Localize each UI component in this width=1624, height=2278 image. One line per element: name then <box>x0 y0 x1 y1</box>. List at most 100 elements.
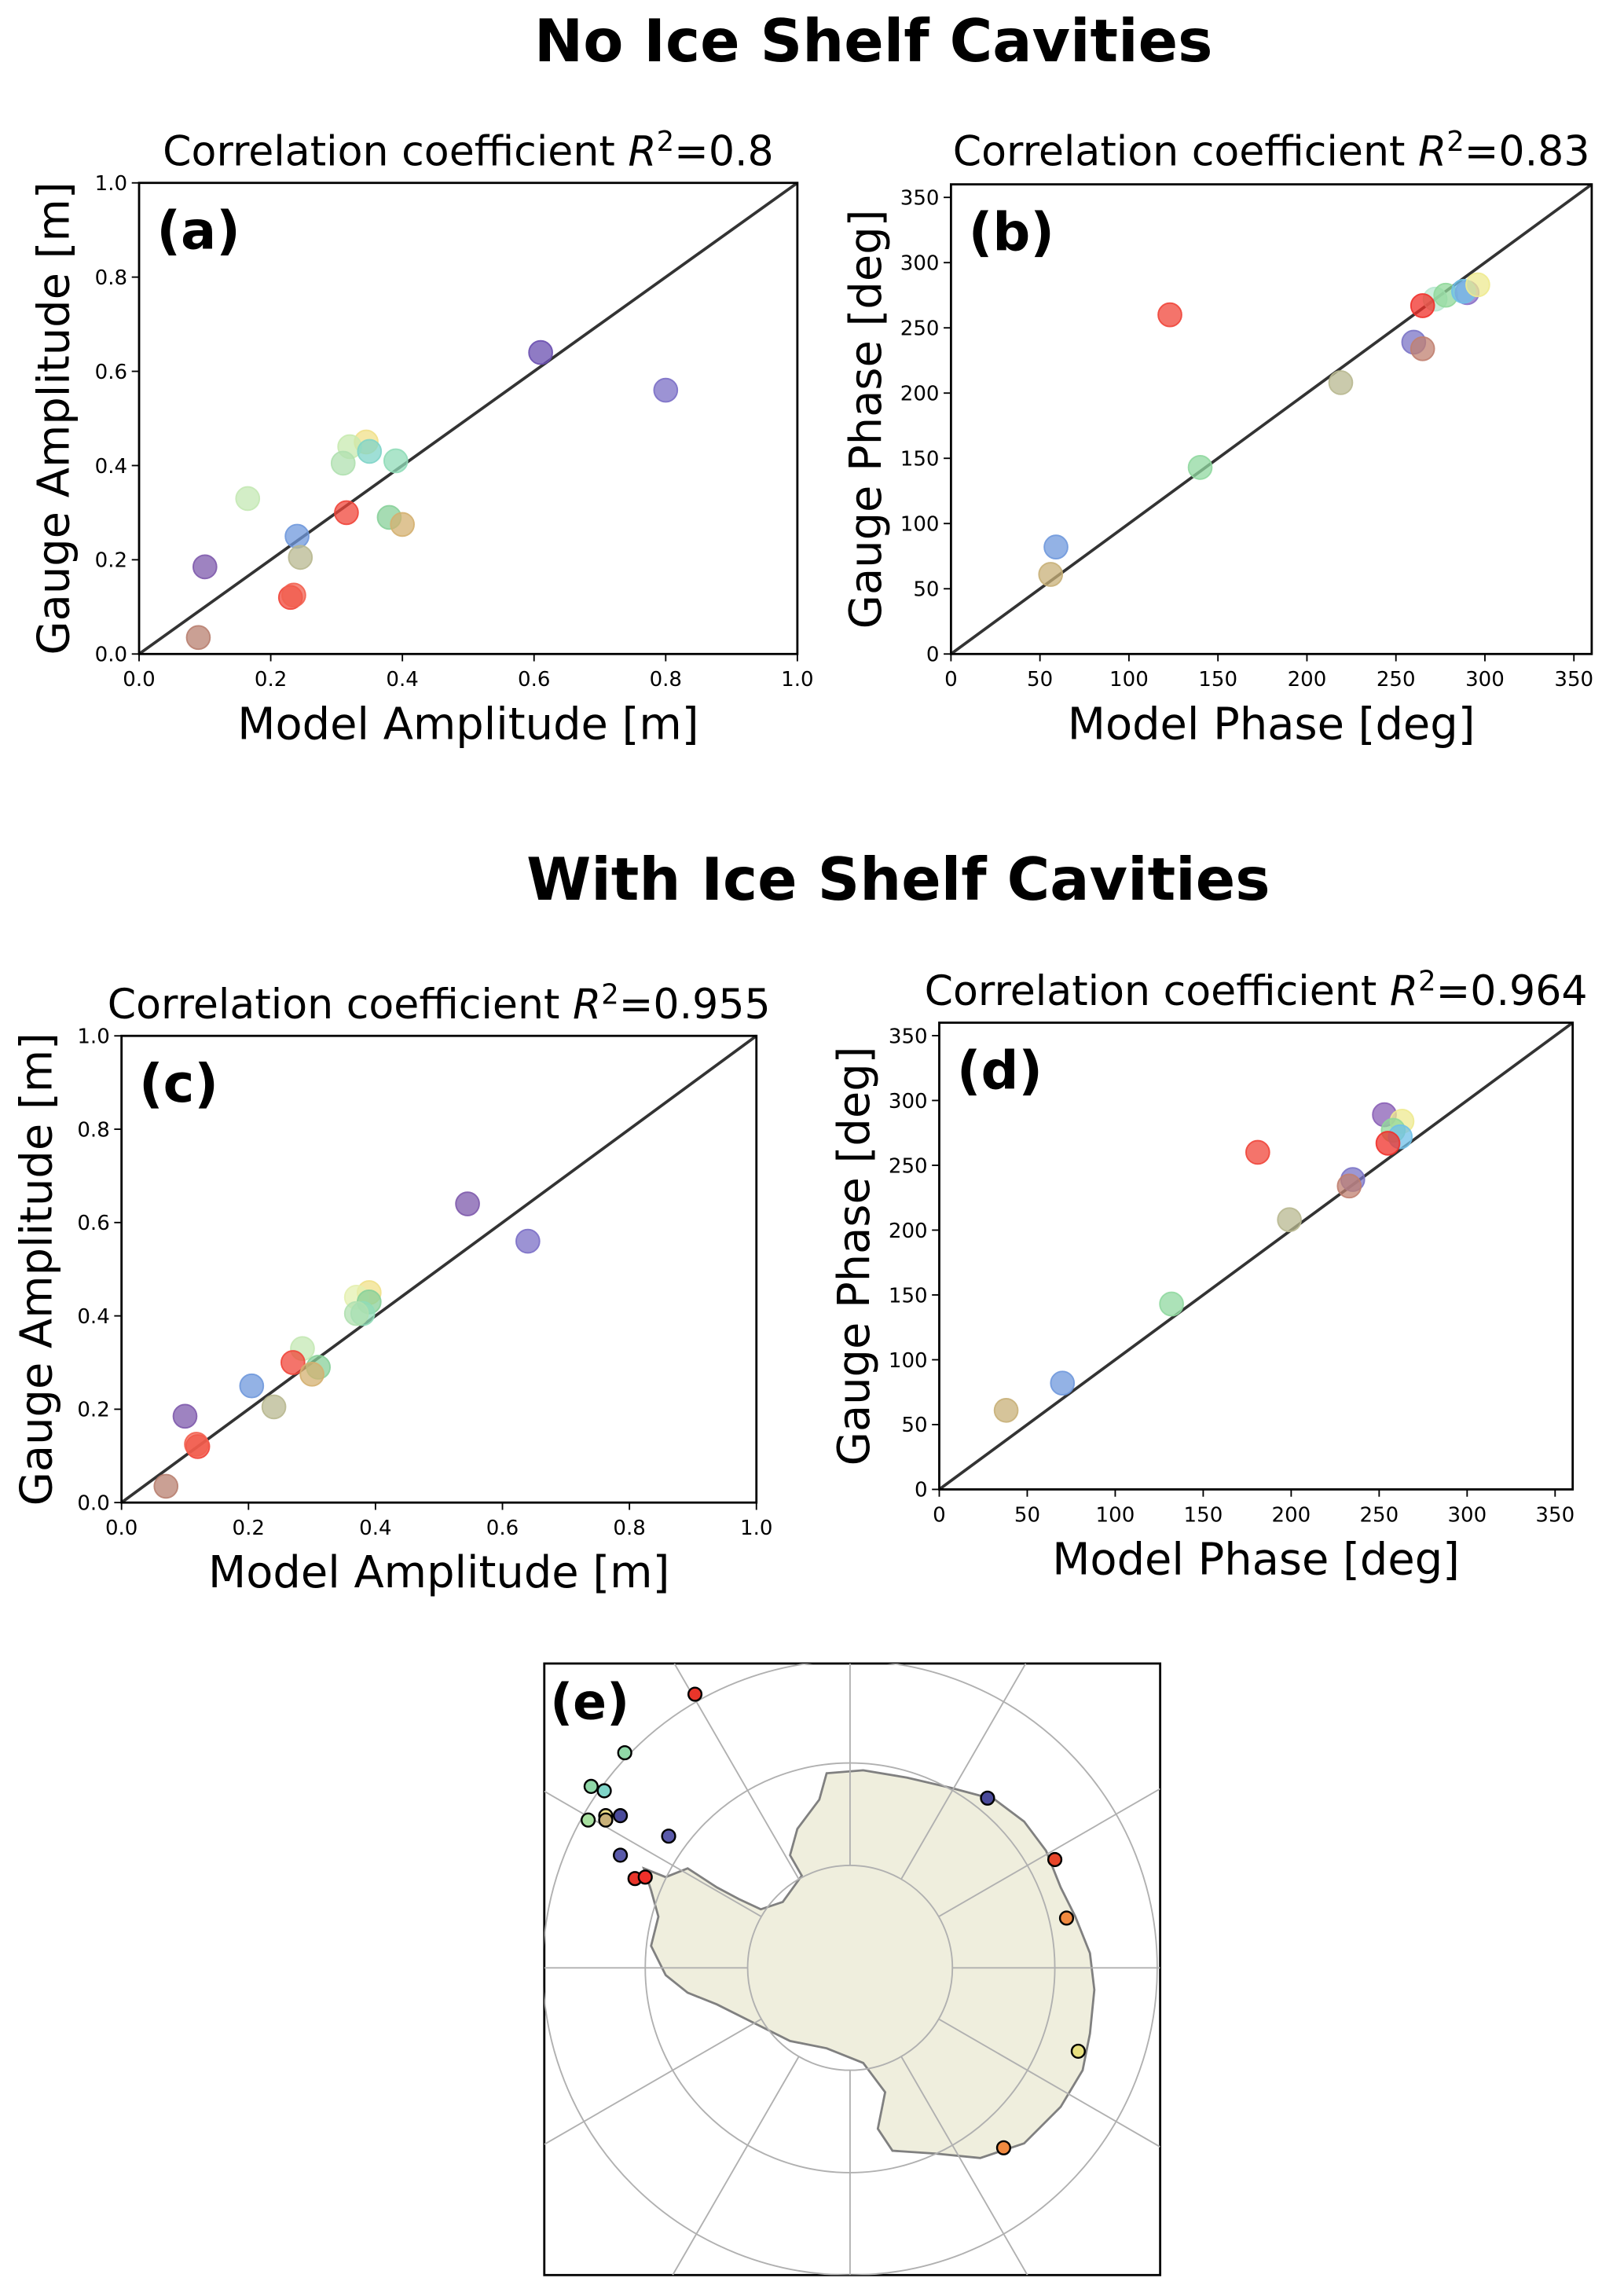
y-tick-label: 1.0 <box>77 1025 109 1049</box>
one-to-one-line <box>120 1034 757 1504</box>
scatter-panel-a: Correlation coefficient R2=0.8 0.0 0.2 0.4 0… <box>29 126 814 750</box>
y-tick-label: 1.0 <box>95 172 127 196</box>
panel-title: Correlation coefficient R2=0.8 <box>163 126 774 176</box>
tide-gauge-marker <box>583 1778 599 1794</box>
y-tick-label: 0.0 <box>95 644 127 667</box>
y-tick-label: 150 <box>900 448 940 471</box>
y-tick-label: 350 <box>900 187 940 211</box>
tide-gauge-marker <box>613 1808 629 1824</box>
data-point <box>1050 1370 1076 1396</box>
y-axis-label: Gauge Phase [deg] <box>841 210 892 629</box>
data-point <box>515 1228 541 1254</box>
data-point <box>1277 1207 1302 1233</box>
y-tick-label: 100 <box>900 513 940 537</box>
y-tick-label: 250 <box>889 1154 928 1178</box>
data-point <box>192 554 218 580</box>
data-point <box>239 1373 265 1399</box>
x-tick-label: 1.0 <box>740 1517 772 1540</box>
axes-frame <box>137 182 799 655</box>
panel-label: (a) <box>156 200 240 262</box>
x-tick-label: 0.6 <box>486 1517 519 1540</box>
data-point <box>1375 1131 1401 1156</box>
x-tick-label: 0 <box>933 1503 946 1527</box>
data-point <box>383 448 409 474</box>
data-point <box>1187 455 1213 480</box>
x-tick-label: 250 <box>1359 1503 1399 1527</box>
tide-gauge-marker <box>1058 1910 1075 1926</box>
y-axis-label: Gauge Phase [deg] <box>829 1047 880 1466</box>
data-point <box>1328 370 1354 395</box>
data-point <box>357 438 383 464</box>
x-tick-label: 1.0 <box>781 668 813 691</box>
y-axis-label: Gauge Amplitude [m] <box>11 1033 62 1506</box>
axes-frame <box>120 1034 758 1504</box>
tide-gauge-marker <box>995 2140 1011 2155</box>
tide-gauge-marker <box>1070 2043 1086 2059</box>
data-point <box>235 486 261 512</box>
x-tick-label: 100 <box>1109 668 1149 691</box>
x-tick-label: 0.4 <box>359 1517 391 1540</box>
meridian-line <box>938 2018 1160 2148</box>
axes-frame <box>949 183 1593 655</box>
scatter-panel-b: Correlation coefficient R2=0.83 0 50 100 150… <box>841 126 1593 750</box>
y-tick-label: 150 <box>889 1284 928 1308</box>
tide-gauge-marker <box>637 1869 653 1885</box>
panel-title: Correlation coefficient R2=0.955 <box>108 978 771 1029</box>
meridian-line <box>900 1663 1027 1880</box>
y-tick-label: 350 <box>889 1025 928 1048</box>
y-axis-label: Gauge Amplitude [m] <box>29 182 80 655</box>
x-tick-label: 0.4 <box>386 668 418 691</box>
section-title-top: No Ice Shelf Cavities <box>534 7 1213 75</box>
y-tick-label: 0.0 <box>77 1491 109 1515</box>
y-tick-label: 0.4 <box>77 1305 109 1329</box>
x-tick-label: 50 <box>1014 1503 1040 1527</box>
tide-gauge-marker <box>617 1744 632 1761</box>
data-point <box>528 339 553 365</box>
data-point <box>185 625 211 651</box>
x-tick-label: 150 <box>1184 1503 1223 1527</box>
data-point <box>1043 534 1069 559</box>
data-point <box>993 1397 1019 1423</box>
x-axis-label: Model Amplitude [m] <box>208 1547 669 1598</box>
data-point <box>153 1473 179 1499</box>
x-tick-label: 0.0 <box>105 1517 137 1540</box>
scatter-panel-c: Correlation coefficient R2=0.955 0.0 0.2 0.… <box>11 978 772 1598</box>
x-tick-label: 0.2 <box>233 1517 265 1540</box>
data-point <box>334 500 359 526</box>
tide-gauge-marker <box>1047 1851 1063 1868</box>
y-tick-label: 300 <box>889 1090 928 1113</box>
y-tick-label: 0.6 <box>77 1212 109 1235</box>
x-axis-label: Model Phase [deg] <box>1052 1534 1460 1585</box>
y-tick-label: 0.6 <box>95 361 127 384</box>
tide-gauge-marker <box>980 1790 995 1806</box>
x-tick-label: 300 <box>1447 1503 1487 1527</box>
one-to-one-line <box>938 1021 1574 1491</box>
y-tick-label: 0.8 <box>95 266 127 290</box>
map-panel-e: (e) <box>543 1662 1162 2276</box>
data-point <box>1410 293 1435 318</box>
data-point <box>1245 1139 1270 1165</box>
x-tick-label: 0 <box>944 668 958 691</box>
x-tick-label: 0.2 <box>255 668 287 691</box>
tide-gauge-marker <box>598 1812 614 1828</box>
x-tick-label: 200 <box>1272 1503 1311 1527</box>
y-tick-label: 0.4 <box>95 455 127 479</box>
y-tick-label: 200 <box>900 383 940 406</box>
x-tick-label: 100 <box>1096 1503 1135 1527</box>
panel-label: (c) <box>139 1053 218 1114</box>
y-tick-label: 50 <box>913 578 939 602</box>
data-point <box>281 582 306 608</box>
meridian-line <box>544 2018 762 2145</box>
x-tick-label: 350 <box>1554 668 1593 691</box>
x-tick-label: 50 <box>1027 668 1053 691</box>
x-tick-label: 0.6 <box>518 668 550 691</box>
y-tick-label: 0.2 <box>77 1399 109 1422</box>
x-axis-label: Model Phase [deg] <box>1068 699 1476 750</box>
y-tick-label: 0.2 <box>95 549 127 573</box>
data-point <box>1159 1291 1184 1317</box>
meridian-line <box>900 2056 1028 2276</box>
x-tick-label: 300 <box>1465 668 1505 691</box>
x-tick-label: 350 <box>1535 1503 1575 1527</box>
meridian-line <box>544 1790 762 1917</box>
